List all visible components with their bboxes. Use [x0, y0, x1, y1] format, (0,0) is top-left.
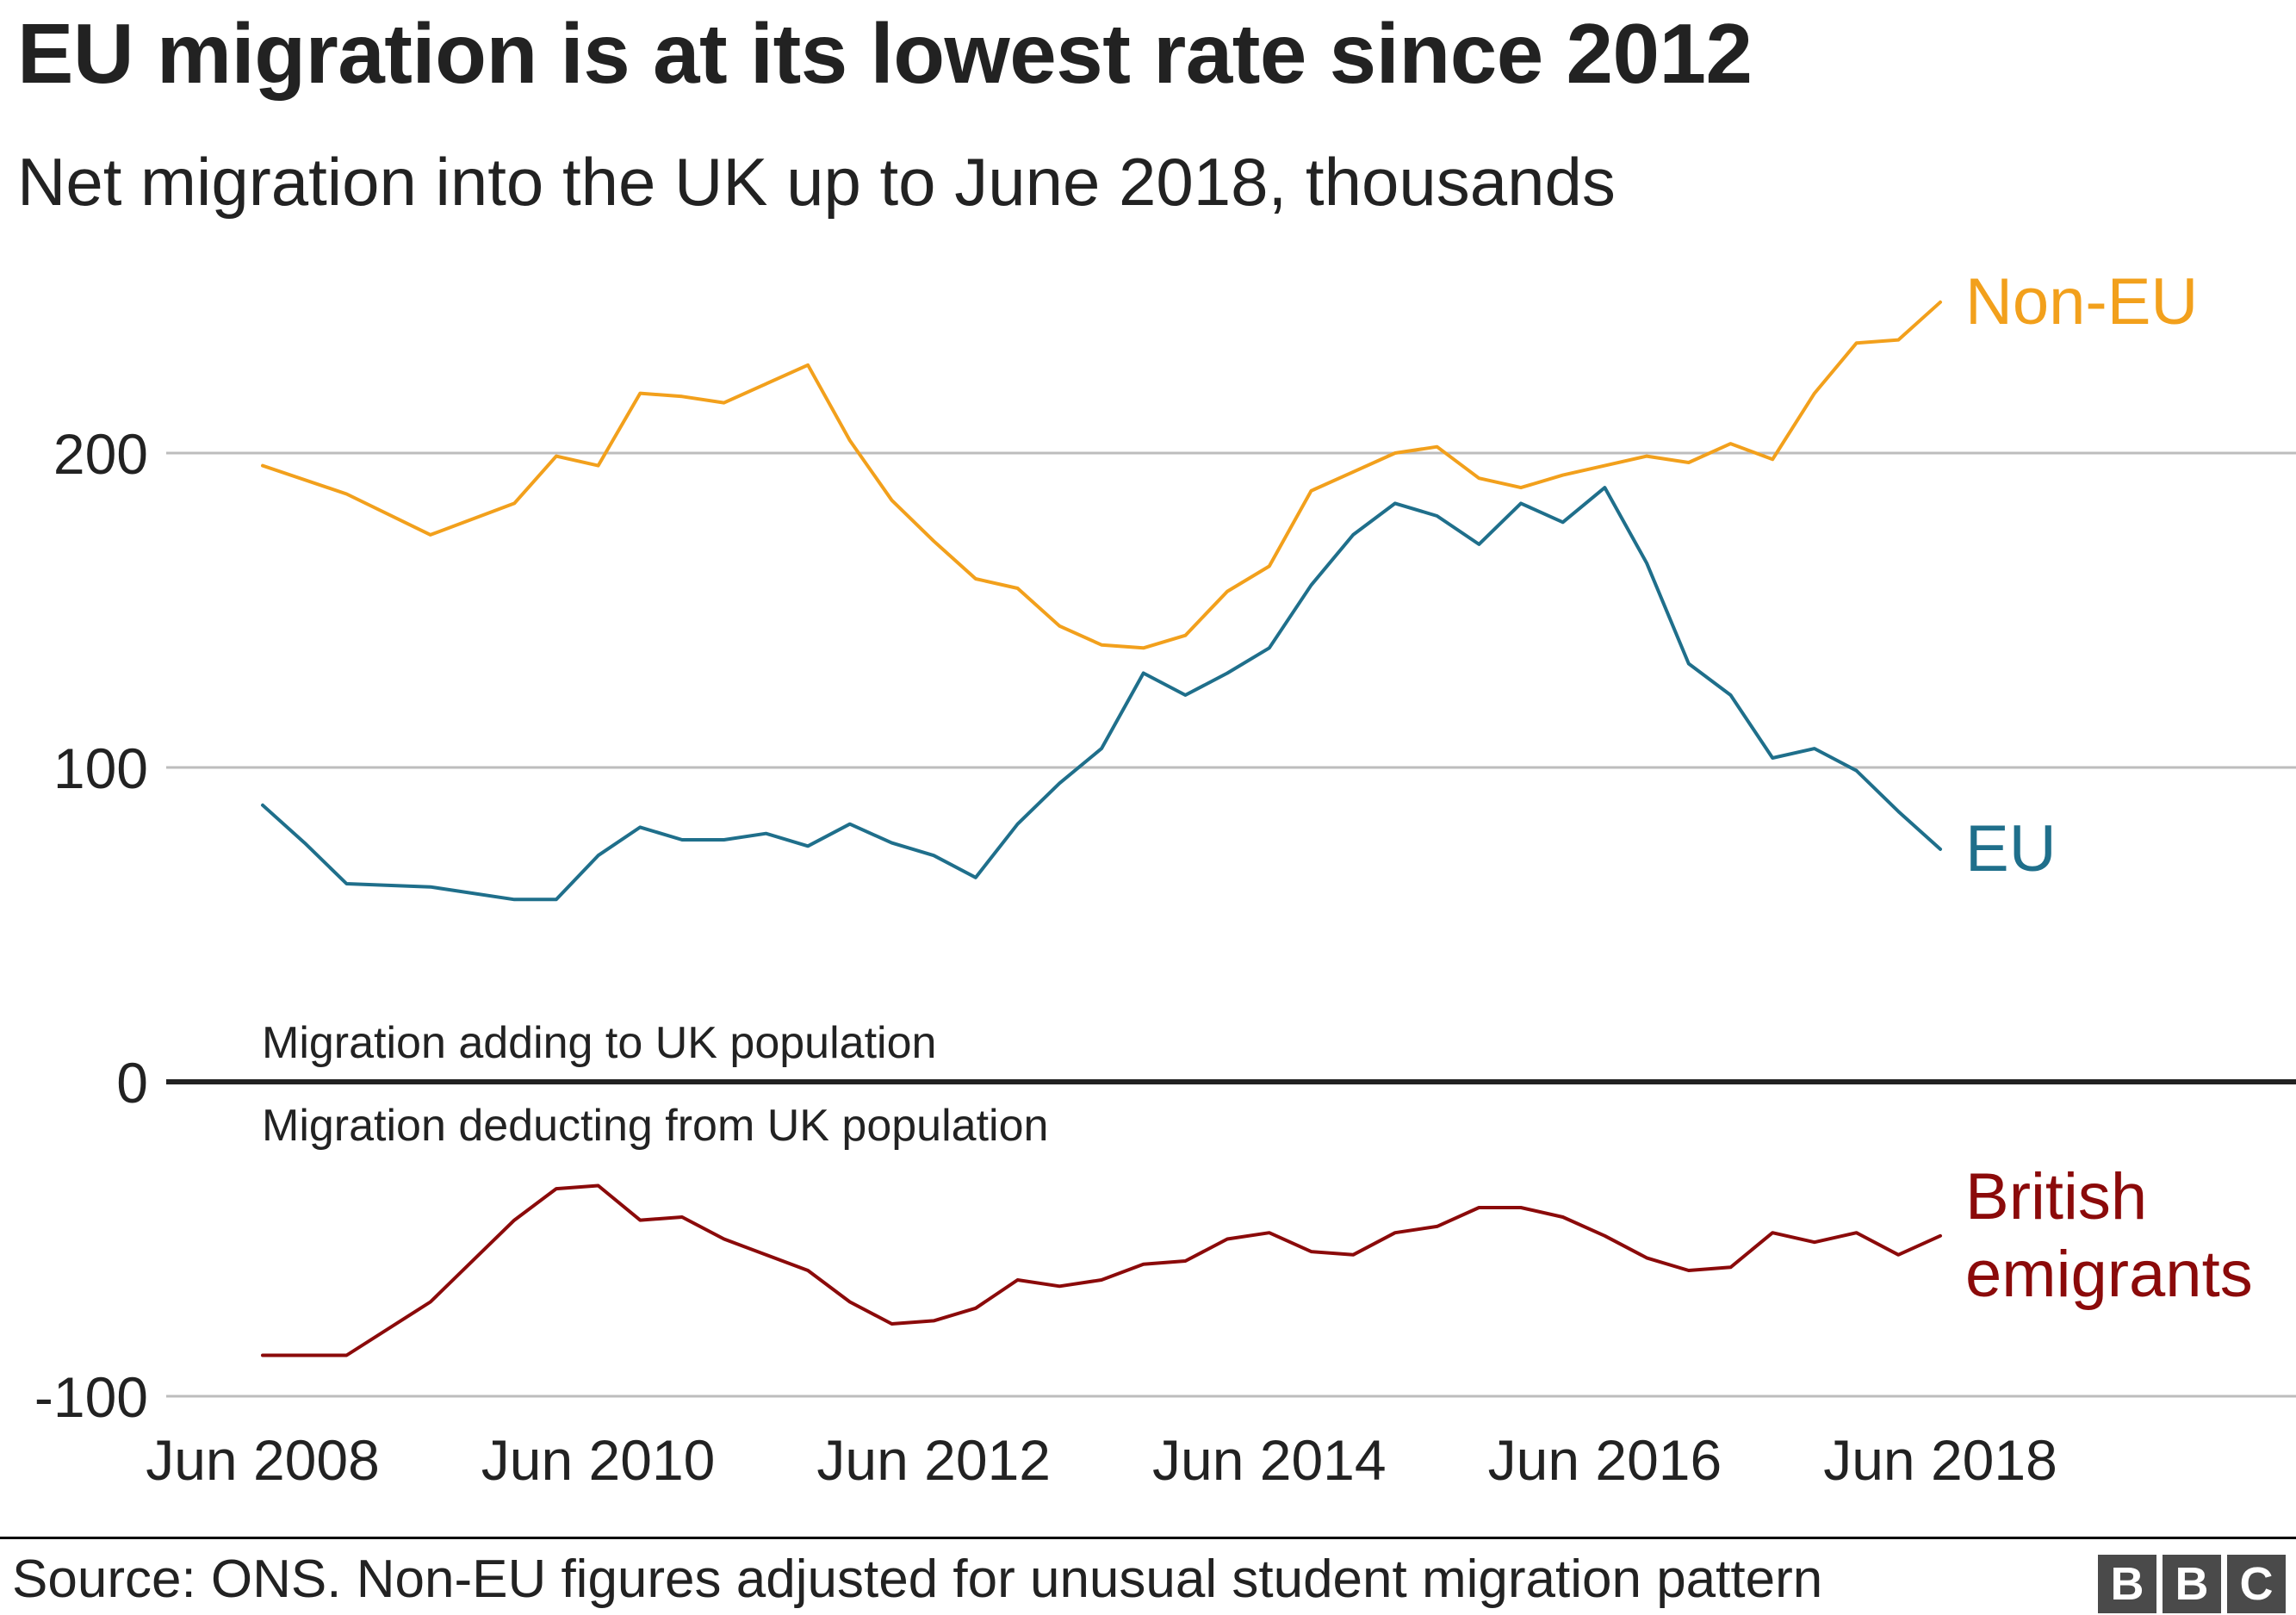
bbc-logo-letter: C [2227, 1555, 2286, 1613]
x-tick-label: Jun 2010 [481, 1428, 716, 1492]
series-points-british-emigrants [262, 1185, 1941, 1356]
series-line-non-eu [261, 300, 1942, 650]
series-line-british-emigrants [261, 1183, 1942, 1357]
x-tick-label: Jun 2016 [1488, 1428, 1722, 1492]
x-tick-label: Jun 2014 [1152, 1428, 1387, 1492]
bbc-logo-letter: B [2098, 1555, 2156, 1613]
chart-title: EU migration is at its lowest rate since… [17, 6, 1753, 101]
x-tick-label: Jun 2018 [1823, 1428, 2057, 1492]
series-label-eu: EU [1965, 812, 2057, 885]
series-label-british-emigrants: British [1965, 1160, 2147, 1233]
annotation-deducting: Migration deducting from UK population [262, 1101, 1048, 1151]
series-label-non-eu: Non-EU [1965, 265, 2198, 339]
x-axis-ticks: Jun 2008 Jun 2010 Jun 2012 Jun 2014 Jun 2016… [146, 1428, 2057, 1492]
bbc-logo: B B C [2098, 1555, 2286, 1613]
footer-divider [0, 1537, 2296, 1539]
y-tick-label: 200 [53, 422, 148, 486]
zero-line-annotations: Migration adding to UK population Migrati… [262, 1018, 1048, 1151]
y-tick-label: -100 [34, 1365, 148, 1429]
y-tick-label: 100 [53, 736, 148, 800]
bbc-logo-letter: B [2163, 1555, 2221, 1613]
source-note: Source: ONS. Non-EU figures adjusted for… [12, 1550, 1823, 1609]
series-lines [261, 300, 1942, 1357]
series-label-british-emigrants: emigrants [1965, 1238, 2253, 1311]
series-points-non-eu [262, 301, 1941, 649]
annotation-adding: Migration adding to UK population [262, 1018, 936, 1068]
y-tick-label: 0 [116, 1051, 148, 1115]
chart-subtitle: Net migration into the UK up to June 201… [17, 144, 1616, 220]
x-tick-label: Jun 2012 [816, 1428, 1051, 1492]
series-points-eu [262, 488, 1941, 900]
y-axis-ticks: 200 100 0 -100 [34, 422, 148, 1429]
series-line-eu [261, 486, 1942, 902]
x-tick-label: Jun 2008 [146, 1428, 380, 1492]
gridlines [166, 451, 2296, 1398]
